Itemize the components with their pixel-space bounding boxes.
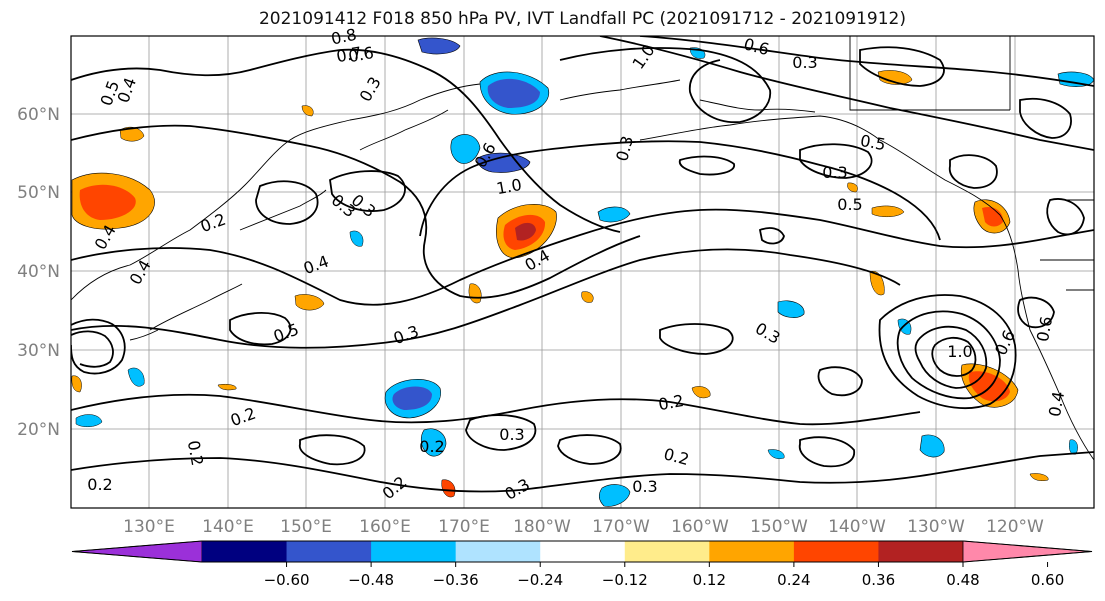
contour-label: 0.2 <box>419 437 444 456</box>
longitude-label: 140°E <box>202 517 254 537</box>
pv-positive-patch <box>71 375 82 393</box>
longitude-label: 120°W <box>986 517 1044 537</box>
contour-label: 0.5 <box>837 195 862 214</box>
pv-negative-patch <box>417 37 461 55</box>
pv-positive-patch <box>217 383 237 391</box>
longitude-label: 150°W <box>750 517 808 537</box>
colorbar-cell <box>286 541 372 562</box>
contour-label: 0.8 <box>329 25 358 49</box>
contour-label: 0.2 <box>87 475 112 494</box>
contour-label: 0.2 <box>184 439 207 467</box>
pv-positive-patch <box>1029 473 1049 481</box>
pv-negative-patch <box>75 414 103 427</box>
colorbar-tick-label: −0.24 <box>517 571 563 589</box>
pv-negative-patch <box>450 134 481 164</box>
pv-positive-core <box>515 222 536 241</box>
pv-negative-patch <box>767 449 785 459</box>
pv-negative-patch <box>127 367 145 387</box>
longitude-label: 130°E <box>123 517 175 537</box>
longitude-label: 150°E <box>280 517 332 537</box>
colorbar-cell <box>878 541 964 562</box>
contour-label: 1.0 <box>495 175 523 198</box>
contour-label: 0.3 <box>822 163 847 182</box>
latitude-label: 30°N <box>17 341 60 361</box>
colorbar-outline <box>71 540 1093 563</box>
pv-positive-patch <box>301 105 314 117</box>
colorbar-cell <box>793 541 879 562</box>
map-panel: 0.80.70.60.50.4 0.30.60.31.00.6 0.30.31.00… <box>70 25 1095 509</box>
colorbar-tick-label: −0.48 <box>348 571 394 589</box>
latitude-label: 60°N <box>17 105 60 125</box>
colorbar-tick-label: 0.24 <box>777 571 810 589</box>
pv-positive-patch <box>871 205 905 217</box>
pv-positive-patch <box>877 70 913 85</box>
contour-label: 0.2 <box>657 391 685 414</box>
colorbar-tick-label: 0.12 <box>693 571 726 589</box>
colorbar-tick-label: −0.12 <box>602 571 648 589</box>
contour-label: 0.6 <box>1033 315 1056 343</box>
contour-label: 0.4 <box>1045 390 1068 418</box>
colorbar-extend-low <box>71 540 203 563</box>
colorbar-tick-label: 0.36 <box>862 571 895 589</box>
longitude-label: 140°W <box>828 517 886 537</box>
latitude-labels: 60°N 50°N 40°N 30°N 20°N <box>17 105 60 440</box>
contour-label: 0.5 <box>859 131 887 154</box>
pv-negative-patch <box>349 230 364 247</box>
colorbar: −0.60 −0.48 −0.36 −0.24 −0.12 0.12 0.24 0.36 0.4… <box>71 540 1093 589</box>
colorbar-extend-high <box>962 540 1093 563</box>
colorbar-cell <box>540 541 626 562</box>
colorbar-cell <box>371 541 457 562</box>
colorbar-tick-label: −0.60 <box>264 571 310 589</box>
map-background <box>71 36 1094 508</box>
colorbar-tick-label: 0.48 <box>946 571 979 589</box>
map-border <box>70 35 1095 509</box>
colorbar-tick-label: 0.60 <box>1031 571 1064 589</box>
longitude-label: 170°E <box>438 517 490 537</box>
pv-negative-patch <box>420 428 447 457</box>
pv-negative-patch <box>598 484 631 507</box>
pv-positive-patch <box>869 270 885 296</box>
pv-negative-patch <box>777 300 805 318</box>
pv-positive-patch <box>119 126 145 142</box>
pv-positive-patch <box>581 291 594 303</box>
longitude-labels: 130°E 140°E 150°E 160°E 170°E 180°W 170°W 160°W… <box>123 517 1044 537</box>
contour-label: 0.3 <box>632 477 657 496</box>
longitude-label: 180°W <box>513 517 571 537</box>
pv-positive-patch <box>847 182 858 193</box>
contour-label: 0.3 <box>499 425 524 444</box>
pv-negative-patch <box>477 152 531 173</box>
longitude-label: 160°W <box>671 517 729 537</box>
latitude-label: 50°N <box>17 183 60 203</box>
pv-negative-core <box>487 78 540 108</box>
colorbar-cell <box>709 541 795 562</box>
ivt-contours <box>71 36 1094 493</box>
colorbar-cell <box>455 541 541 562</box>
pv-negative-patch <box>597 206 631 223</box>
coastlines <box>71 36 1094 461</box>
contour-label: 0.6 <box>347 43 375 66</box>
colorbar-cell <box>624 541 710 562</box>
longitude-label: 160°E <box>359 517 411 537</box>
contour-label: 0.3 <box>792 53 817 72</box>
colorbar-cell <box>202 541 287 562</box>
graticule <box>71 36 1094 508</box>
contour-label: 1.0 <box>947 342 972 361</box>
colorbar-tick-label: −0.36 <box>433 571 479 589</box>
latitude-label: 20°N <box>17 420 60 440</box>
pv-positive-core <box>982 206 1004 227</box>
contour-label: 0.7 <box>335 43 363 66</box>
longitude-label: 170°W <box>592 517 650 537</box>
longitude-label: 130°W <box>907 517 965 537</box>
pv-negative-core <box>392 386 432 410</box>
pv-positive-patch <box>294 294 325 311</box>
latitude-label: 40°N <box>17 262 60 282</box>
pv-negative-patch <box>919 434 945 458</box>
figure-title: 2021091412 F018 850 hPa PV, IVT Landfall… <box>258 9 906 29</box>
pv-positive-patch <box>691 386 711 399</box>
pv-positive-core <box>79 184 136 220</box>
